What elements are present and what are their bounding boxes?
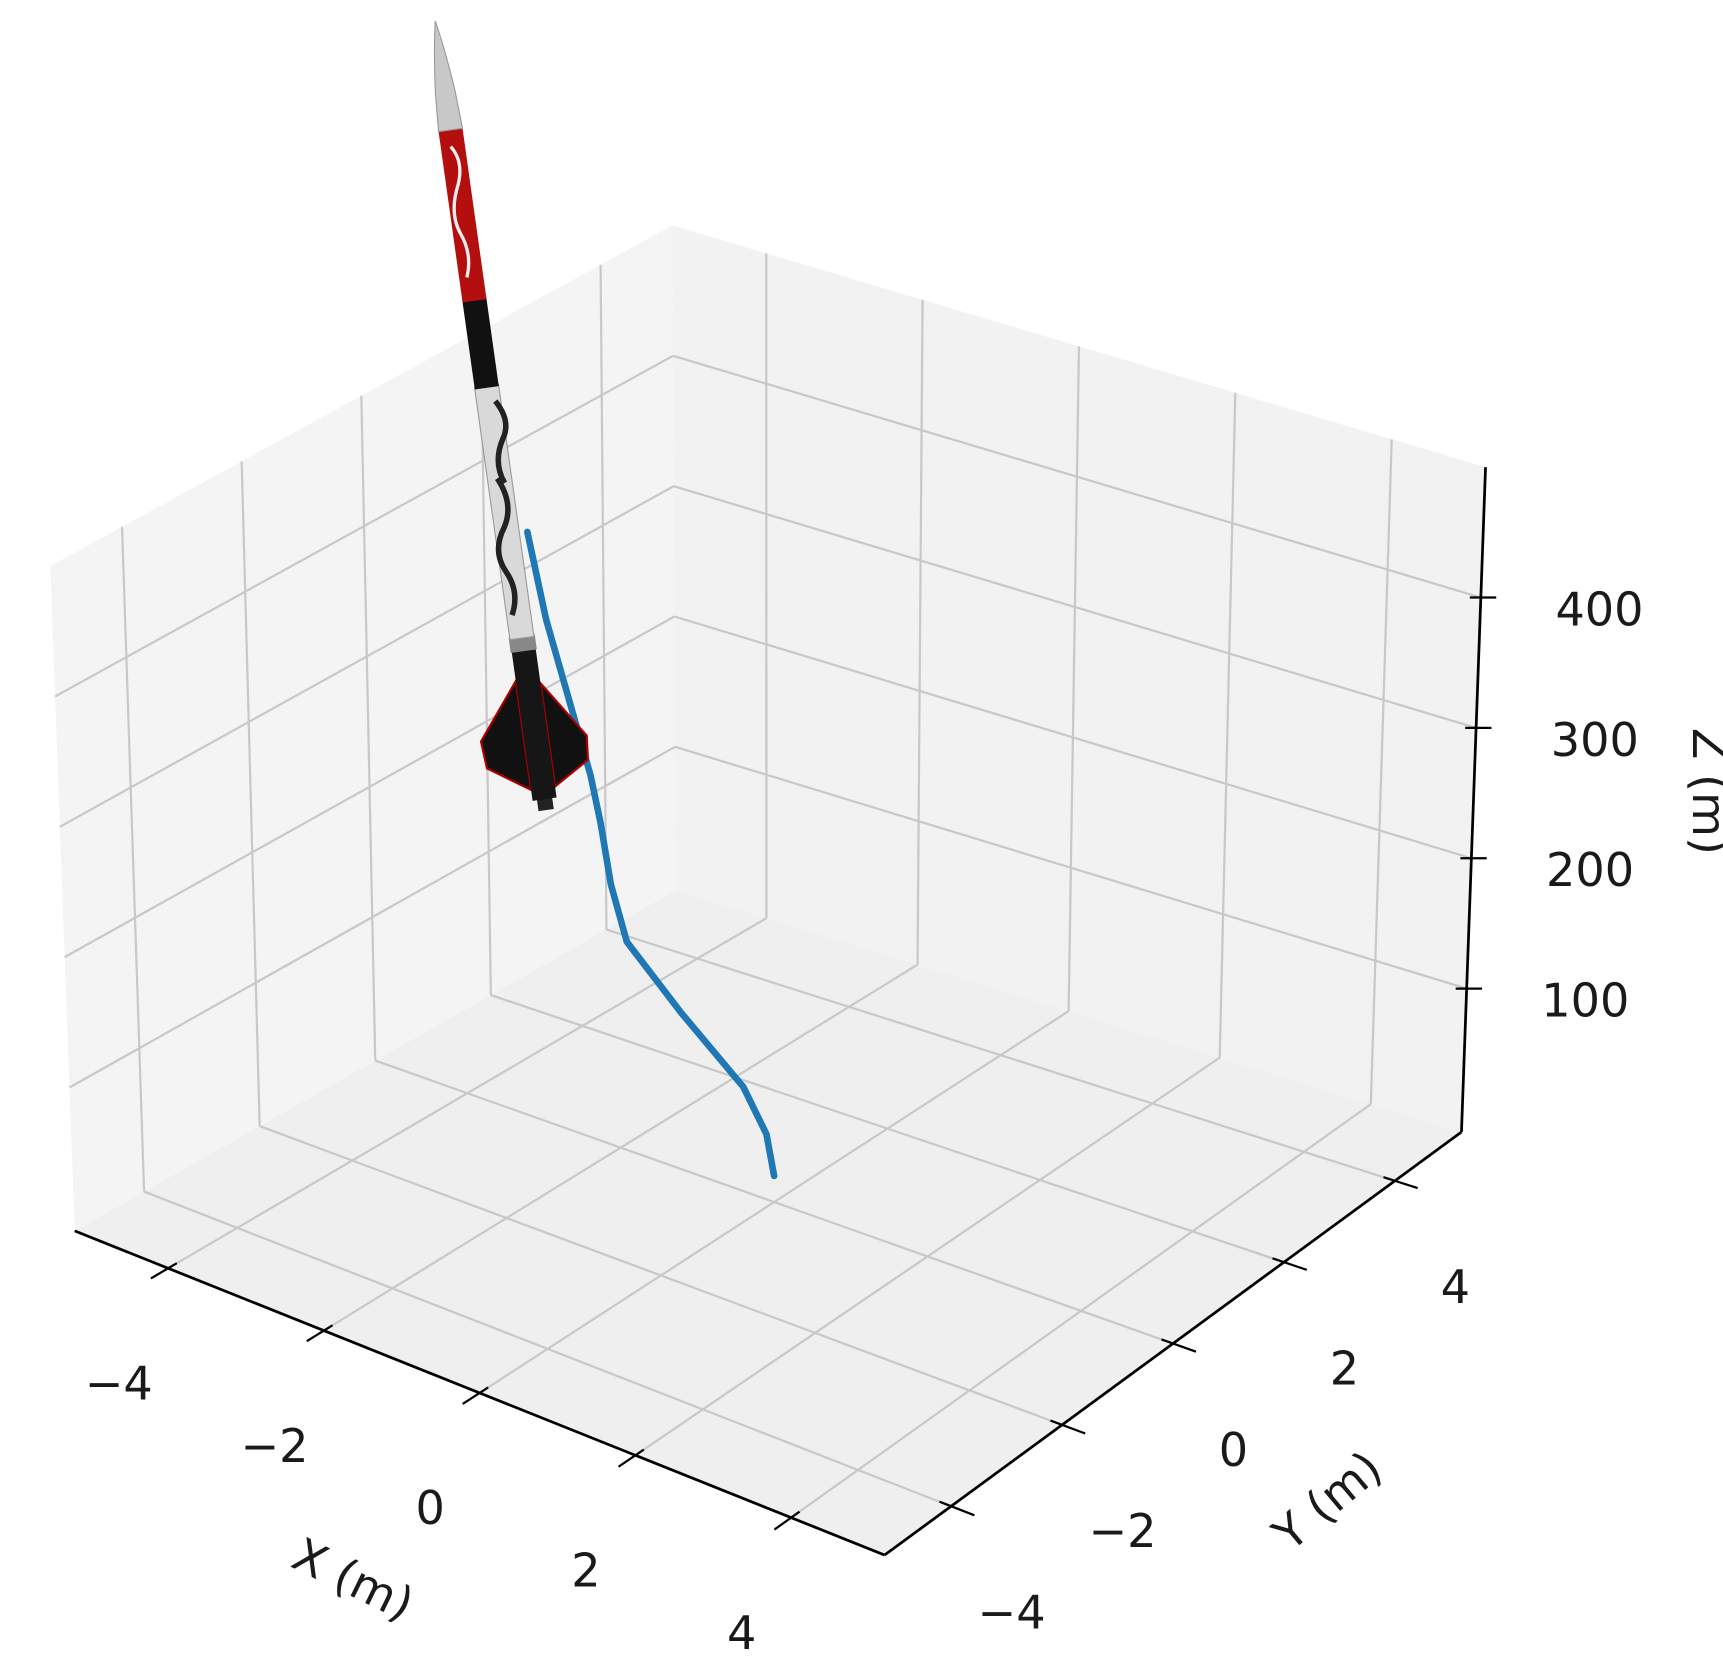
- grid-line: [1067, 346, 1081, 1012]
- x-tick: [150, 1262, 178, 1280]
- x-axis-line: [74, 1229, 886, 1557]
- rocket-pattern: [449, 145, 471, 278]
- z-axis-line: [1460, 467, 1487, 1133]
- grid-line: [673, 485, 1477, 729]
- grid-line: [64, 615, 675, 959]
- grid: [54, 253, 1482, 1519]
- z-tick-label: 200: [1546, 843, 1634, 897]
- z-tick-label: 300: [1551, 713, 1639, 767]
- rocket-nose: [433, 20, 464, 133]
- rocket-pattern: [493, 399, 518, 616]
- x-tick-label: −4: [85, 1356, 153, 1410]
- grid-line: [606, 928, 1396, 1182]
- y-tick-label: 2: [1330, 1342, 1359, 1396]
- y-tick: [1272, 1257, 1308, 1271]
- x-tick: [773, 1510, 801, 1531]
- rocket-fin: [538, 679, 590, 789]
- grid-line: [59, 485, 675, 828]
- rocket-illustration: [433, 20, 590, 812]
- plot-area: [524, 528, 778, 1180]
- z-tick-label: 100: [1541, 973, 1629, 1027]
- y-axis-line: [883, 1130, 1463, 1557]
- z-tick-label: 400: [1555, 582, 1643, 636]
- x-tick-label: 2: [571, 1543, 600, 1597]
- grid-line: [674, 745, 1467, 990]
- grid-line: [360, 395, 377, 1061]
- grid-line: [916, 299, 924, 965]
- grid-line: [374, 1059, 1174, 1345]
- grid-line: [599, 264, 608, 930]
- y-tick: [939, 1500, 975, 1517]
- floor-pane: [74, 890, 1462, 1556]
- y-tick-label: 4: [1441, 1260, 1470, 1314]
- x-tick-label: 0: [416, 1481, 445, 1535]
- grid-line: [68, 745, 676, 1089]
- left-wall-pane: [50, 225, 676, 1231]
- y-tick: [1383, 1176, 1418, 1190]
- x-tick-label: −2: [240, 1419, 308, 1473]
- z-axis-label: Z (m): [1682, 728, 1723, 855]
- grid-line: [143, 1190, 952, 1508]
- x-tick-label: 4: [727, 1606, 756, 1660]
- grid-line: [674, 615, 1472, 860]
- x-tick: [306, 1324, 334, 1343]
- y-axis-label: Y (m): [1262, 1440, 1392, 1562]
- rocket-band-dark: [462, 296, 499, 390]
- grid-line: [490, 994, 1285, 1264]
- x-tick: [617, 1448, 645, 1468]
- y-tick-label: −2: [1089, 1504, 1157, 1558]
- x-tick: [462, 1386, 489, 1405]
- grid-line: [259, 1125, 1063, 1426]
- grid-line: [54, 354, 674, 698]
- y-tick-label: −4: [978, 1586, 1046, 1640]
- grid-line: [120, 526, 146, 1192]
- grid-line: [672, 354, 1482, 599]
- x-axis-label: X (m): [284, 1527, 422, 1631]
- trajectory-line: [524, 528, 778, 1180]
- grid-line: [240, 461, 261, 1127]
- panes: [50, 225, 1486, 1556]
- right-wall-pane: [672, 225, 1486, 1132]
- rocket-body-upper: [438, 128, 487, 303]
- y-tick: [1161, 1338, 1197, 1353]
- grid-line: [1218, 392, 1237, 1058]
- grid-line: [1369, 439, 1393, 1105]
- y-tick: [1050, 1419, 1086, 1435]
- rocket-body-lower: [511, 645, 557, 801]
- y-tick-label: 0: [1219, 1423, 1248, 1477]
- rocket-nozzle: [536, 795, 554, 812]
